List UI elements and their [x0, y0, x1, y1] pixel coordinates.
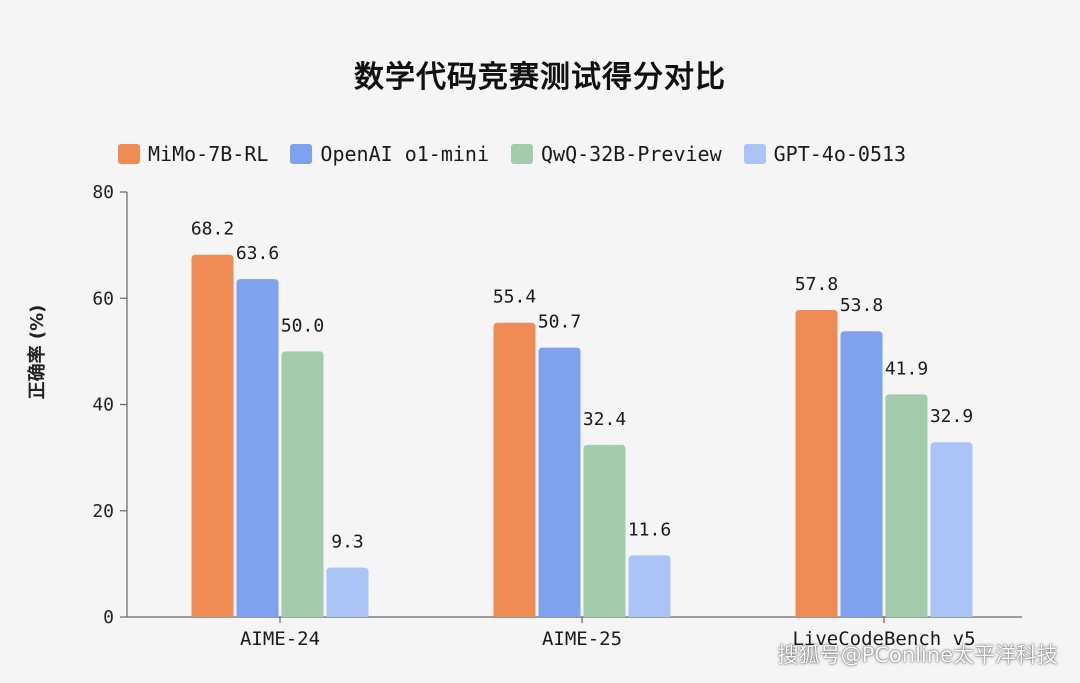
y-tick-label: 0 — [103, 607, 114, 628]
y-tick-label: 40 — [92, 395, 114, 416]
bar — [538, 347, 581, 617]
bar — [795, 309, 838, 617]
data-label: 68.2 — [191, 219, 234, 240]
bar — [326, 567, 369, 617]
data-label: 32.9 — [930, 406, 973, 427]
bar — [583, 444, 626, 617]
bar — [628, 555, 671, 617]
bar — [493, 322, 536, 617]
legend-item: OpenAI o1-mini — [290, 142, 489, 166]
x-tick-label: AIME-24 — [240, 628, 320, 650]
y-tick-label: 20 — [92, 501, 114, 522]
data-label: 41.9 — [885, 358, 928, 379]
y-tick-label: 80 — [92, 182, 114, 203]
chart-title: 数学代码竞赛测试得分对比 — [354, 60, 726, 95]
legend-swatch — [511, 144, 533, 164]
legend-swatch — [290, 144, 313, 164]
legend-label: OpenAI o1-mini — [320, 142, 489, 166]
y-tick-label: 60 — [92, 288, 114, 309]
data-label: 53.8 — [840, 295, 883, 316]
bar — [840, 331, 883, 617]
data-label: 32.4 — [583, 409, 626, 430]
bar — [930, 442, 973, 617]
data-label: 11.6 — [628, 519, 671, 540]
x-tick-label: LiveCodeBench v5 — [792, 628, 975, 650]
bar — [191, 254, 234, 617]
legend-item: QwQ-32B-Preview — [511, 142, 722, 166]
bar — [236, 279, 279, 617]
legend-label: QwQ-32B-Preview — [541, 142, 722, 166]
legend-item: MiMo-7B-RL — [118, 142, 268, 166]
data-label: 63.6 — [236, 243, 279, 264]
watermark: 搜狐号@PConline太平洋科技 — [777, 643, 1058, 667]
data-label: 50.0 — [281, 315, 324, 336]
x-tick-label: AIME-25 — [542, 628, 622, 650]
data-label: 55.4 — [493, 287, 536, 308]
data-label: 50.7 — [538, 312, 581, 333]
bar — [885, 394, 928, 617]
legend-label: MiMo-7B-RL — [148, 142, 269, 166]
legend-label: GPT-4o-0513 — [773, 142, 907, 166]
legend: MiMo-7B-RL OpenAI o1-mini QwQ-32B-Preview G… — [118, 142, 928, 166]
data-label: 57.8 — [795, 274, 838, 295]
legend-swatch — [743, 144, 766, 164]
legend-item: GPT-4o-0513 — [743, 142, 907, 166]
data-label: 9.3 — [331, 532, 364, 553]
bar — [281, 351, 324, 617]
legend-swatch — [118, 144, 140, 164]
